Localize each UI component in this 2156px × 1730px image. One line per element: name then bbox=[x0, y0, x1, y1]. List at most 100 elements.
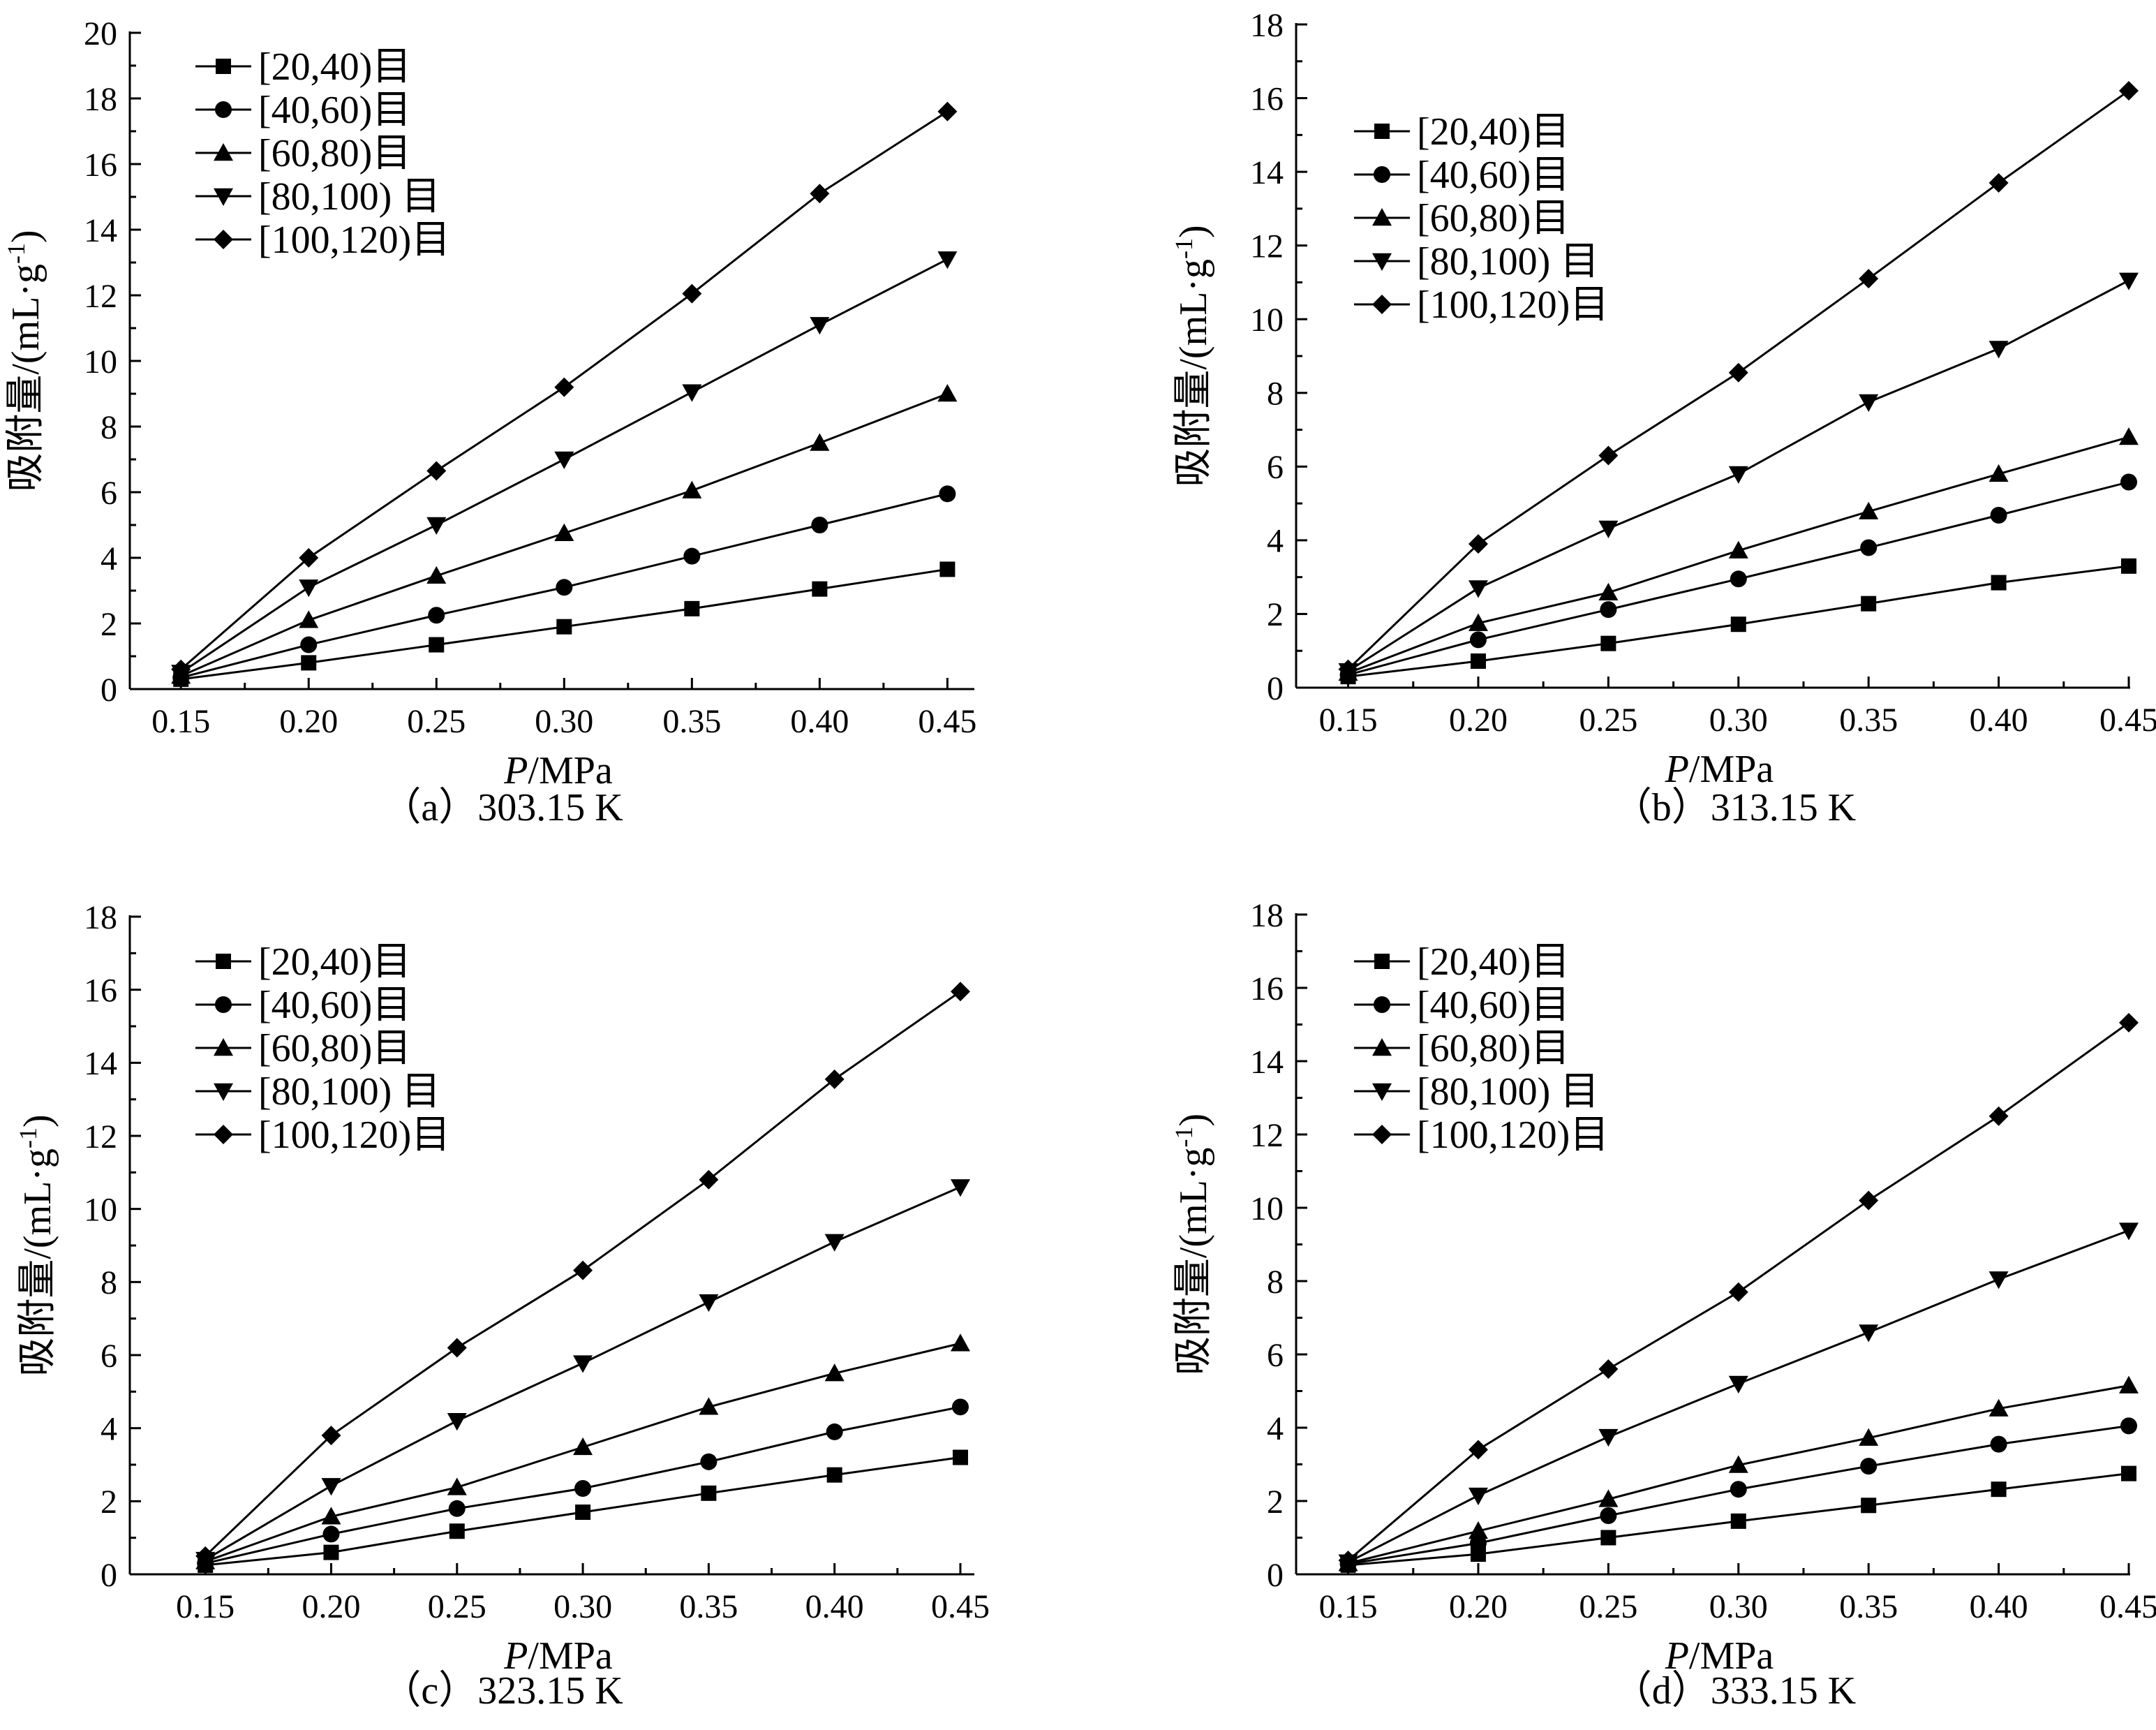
data-point-diamond bbox=[1338, 1551, 1358, 1571]
y-tick-label: 14 bbox=[1250, 154, 1284, 191]
data-point-triangle-down bbox=[824, 1234, 845, 1252]
data-point-triangle-down bbox=[937, 251, 958, 269]
data-point-diamond bbox=[1598, 445, 1619, 466]
x-axis-label: P/MPa bbox=[503, 749, 613, 792]
data-point-diamond bbox=[321, 1426, 341, 1446]
series-line-3 bbox=[205, 1185, 961, 1561]
legend-label: [20,40)目 bbox=[258, 940, 411, 984]
data-point-diamond bbox=[682, 283, 702, 304]
y-axis-label-end: ) bbox=[1172, 1114, 1215, 1127]
y-tick-label: 10 bbox=[1250, 302, 1284, 339]
y-tick-label: 4 bbox=[101, 540, 117, 577]
x-tick-label: 0.20 bbox=[302, 1588, 360, 1625]
data-point-square bbox=[449, 1523, 465, 1539]
legend-marker-square bbox=[216, 59, 231, 74]
y-axis-label-end: ) bbox=[16, 1114, 59, 1128]
data-point-square bbox=[1730, 1513, 1746, 1529]
data-point-square bbox=[826, 1467, 842, 1483]
data-point-circle bbox=[300, 636, 318, 653]
x-axis-label: P/MPa bbox=[503, 1634, 613, 1678]
data-point-circle bbox=[826, 1423, 843, 1440]
y-axis-label-end: ) bbox=[1172, 225, 1215, 238]
data-point-triangle-up bbox=[1988, 464, 2009, 482]
legend-marker-circle bbox=[1374, 996, 1390, 1013]
y-tick-label: 0 bbox=[1267, 670, 1284, 707]
y-axis-label: 吸附量/(mL·g-1) bbox=[2, 230, 47, 491]
legend-label: [40,60)目 bbox=[258, 984, 411, 1027]
data-point-diamond bbox=[1468, 534, 1488, 554]
data-point-circle bbox=[811, 517, 828, 533]
y-tick-label: 6 bbox=[101, 1338, 117, 1375]
legend-label: [60,80)目 bbox=[258, 1027, 411, 1070]
panel-caption: （d）333.15 K bbox=[1613, 1669, 1856, 1713]
x-tick-label: 0.15 bbox=[1319, 1588, 1378, 1625]
data-point-square bbox=[301, 655, 317, 671]
y-tick-label: 2 bbox=[1267, 1484, 1284, 1521]
x-tick-label: 0.30 bbox=[535, 703, 593, 740]
data-point-diamond bbox=[1728, 362, 1748, 383]
data-point-triangle-down bbox=[1728, 466, 1748, 484]
data-point-square bbox=[556, 619, 572, 635]
data-point-triangle-down bbox=[1468, 580, 1488, 598]
data-point-square bbox=[701, 1485, 717, 1501]
data-point-triangle-down bbox=[299, 579, 319, 598]
data-point-square bbox=[323, 1544, 339, 1560]
x-tick-label: 0.25 bbox=[1579, 1588, 1637, 1625]
data-point-triangle-down bbox=[699, 1294, 719, 1313]
data-point-circle bbox=[683, 547, 701, 565]
y-tick-label: 18 bbox=[84, 899, 117, 936]
data-point-triangle-down bbox=[682, 384, 702, 402]
data-point-diamond bbox=[1988, 1106, 2009, 1126]
data-point-diamond bbox=[810, 184, 830, 204]
data-point-triangle-up bbox=[321, 1507, 341, 1525]
x-axis-label-italic: P bbox=[1665, 748, 1689, 791]
y-tick-label: 12 bbox=[1250, 228, 1284, 265]
data-point-diamond bbox=[426, 461, 447, 481]
legend-label: [60,80)目 bbox=[258, 132, 411, 175]
y-tick-label: 2 bbox=[101, 606, 117, 643]
x-axis-label: P/MPa bbox=[1665, 748, 1774, 791]
chart-panel-d: 0 2 4 6 8 10 12 14 16 18 0.15 0.20 0.25 0.30 0.35 0.40 0… bbox=[1170, 897, 2156, 1713]
data-point-triangle-up bbox=[1988, 1398, 2009, 1417]
data-point-triangle-up bbox=[1859, 501, 1879, 519]
data-point-triangle-up bbox=[937, 384, 958, 402]
legend-label: [100,120)目 bbox=[258, 219, 450, 262]
data-point-circle bbox=[1730, 570, 1747, 588]
y-tick-label: 0 bbox=[101, 672, 117, 709]
legend-marker-triangle-down bbox=[214, 1083, 233, 1101]
data-point-triangle-down bbox=[554, 451, 574, 469]
data-point-circle bbox=[322, 1525, 340, 1543]
x-tick-label: 0.40 bbox=[1970, 702, 2028, 739]
y-axis-label: 吸附量/(mL·g-1) bbox=[14, 1114, 59, 1376]
y-axis-label: 吸附量/(mL·g-1) bbox=[1170, 225, 1215, 487]
y-tick-label: 12 bbox=[1250, 1117, 1284, 1154]
data-point-triangle-down bbox=[573, 1355, 593, 1373]
legend-marker-diamond bbox=[1372, 1125, 1392, 1144]
legend-label: [40,60)目 bbox=[1417, 984, 1570, 1027]
data-point-circle bbox=[448, 1500, 466, 1517]
x-tick-label: 0.30 bbox=[1709, 702, 1768, 739]
x-axis-label-italic: P bbox=[1665, 1634, 1689, 1678]
data-point-diamond bbox=[2119, 1012, 2139, 1033]
y-tick-label: 8 bbox=[1267, 376, 1284, 413]
data-point-square bbox=[2121, 1465, 2136, 1481]
data-point-triangle-up bbox=[682, 480, 702, 498]
data-point-diamond bbox=[937, 101, 958, 121]
legend-label: [40,60)目 bbox=[258, 89, 411, 132]
x-tick-label: 0.25 bbox=[407, 703, 466, 740]
y-tick-label: 18 bbox=[84, 81, 117, 118]
data-point-diamond bbox=[195, 1546, 216, 1566]
data-point-triangle-down bbox=[950, 1179, 970, 1197]
x-tick-label: 0.15 bbox=[176, 1588, 235, 1625]
data-point-triangle-down bbox=[1728, 1375, 1748, 1393]
x-tick-label: 0.25 bbox=[428, 1588, 486, 1625]
y-tick-label: 16 bbox=[84, 147, 117, 184]
data-point-circle bbox=[700, 1453, 718, 1470]
x-tick-label: 0.30 bbox=[1709, 1588, 1768, 1625]
data-point-diamond bbox=[2119, 81, 2139, 101]
data-point-circle bbox=[1860, 539, 1878, 556]
data-point-triangle-up bbox=[573, 1437, 593, 1456]
data-point-square bbox=[575, 1504, 591, 1521]
y-tick-label: 16 bbox=[84, 972, 117, 1009]
